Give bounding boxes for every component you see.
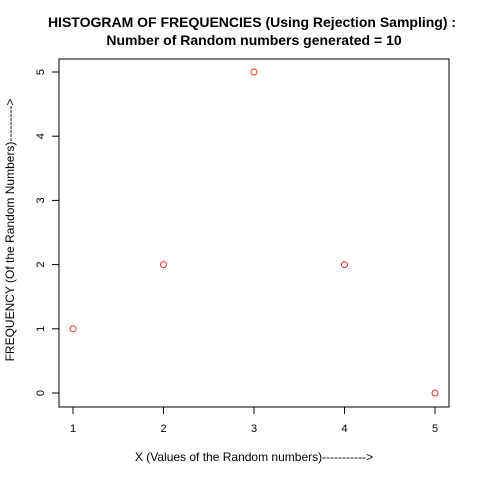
y-axis: 0 1 2 3 4 5 xyxy=(35,69,60,396)
y-tick-label: 2 xyxy=(35,262,47,268)
y-tick-label: 0 xyxy=(35,390,47,396)
data-point xyxy=(69,325,77,333)
x-tick-label: 1 xyxy=(70,423,76,435)
x-axis: 1 2 3 4 5 xyxy=(70,406,438,435)
y-tick-label: 3 xyxy=(35,197,47,203)
x-tick-label: 3 xyxy=(251,423,257,435)
x-tick-label: 2 xyxy=(160,423,166,435)
y-tick-label: 1 xyxy=(35,326,47,332)
chart-title-line1: HISTOGRAM OF FREQUENCIES (Using Rejectio… xyxy=(48,14,456,30)
x-tick-label: 5 xyxy=(432,423,438,435)
data-points xyxy=(69,68,439,397)
y-tick-label: 4 xyxy=(35,133,47,139)
plot-frame xyxy=(58,58,450,408)
data-point xyxy=(341,261,348,269)
data-point xyxy=(431,389,439,397)
chart-title-line2: Number of Random numbers generated = 10 xyxy=(106,32,401,48)
y-axis-title: FREQUENCY (Of the Random Numbers)-------… xyxy=(3,99,17,362)
x-axis-title: X (Values of the Random numbers)--------… xyxy=(135,450,373,464)
y-tick-label: 5 xyxy=(35,69,47,75)
data-point xyxy=(160,261,167,269)
data-point xyxy=(250,68,258,76)
x-tick-label: 4 xyxy=(341,423,347,435)
